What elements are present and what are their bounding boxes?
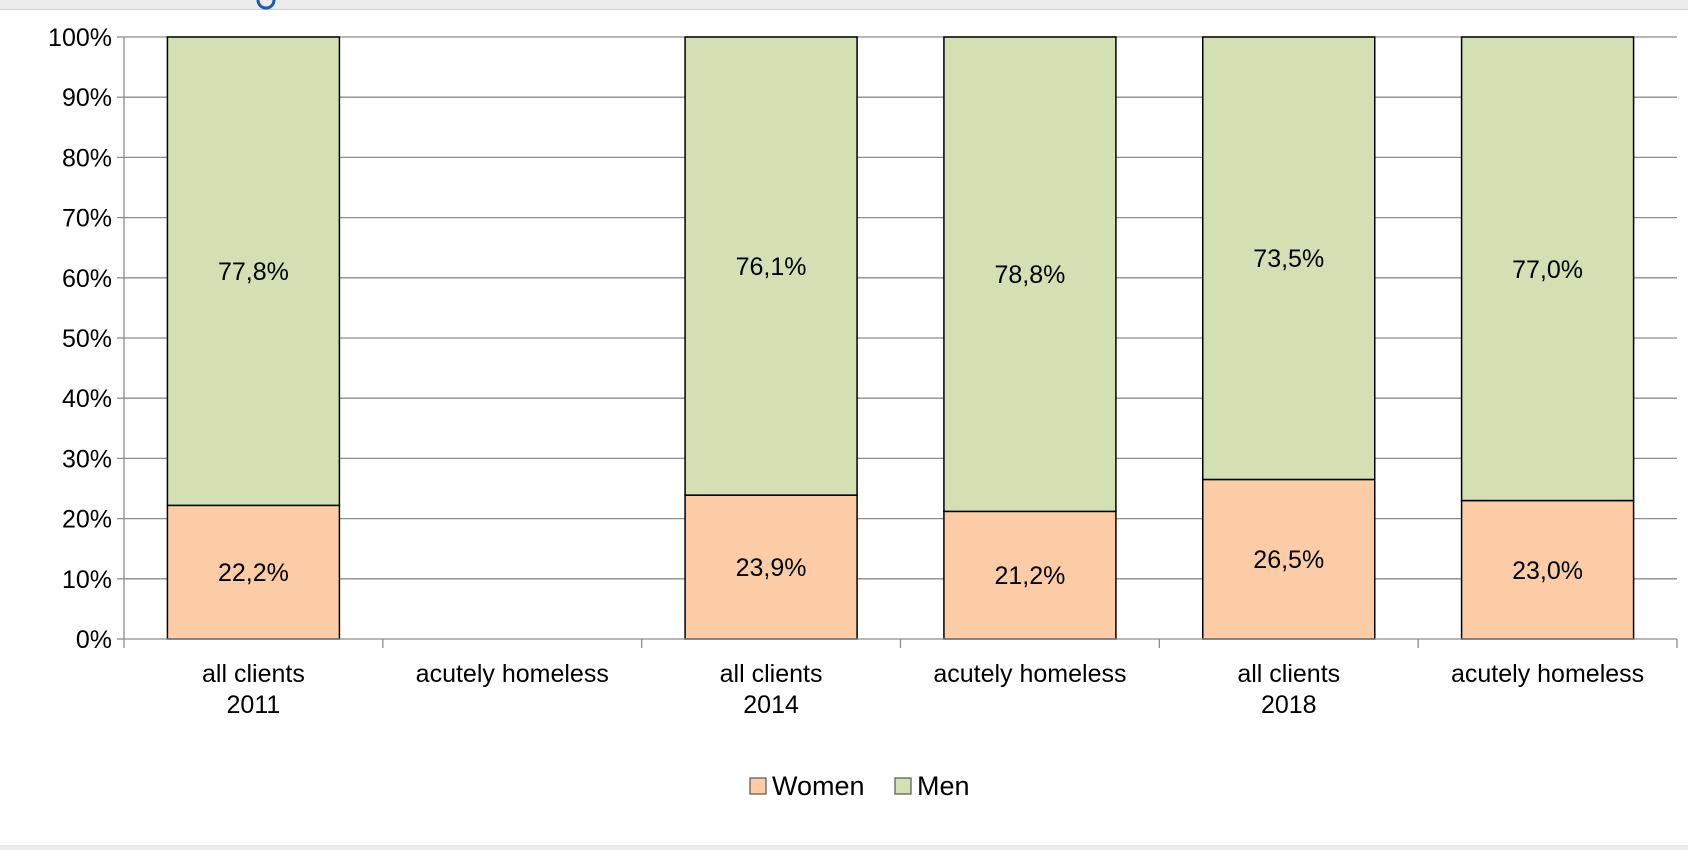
y-tick-label: 60%: [62, 265, 112, 293]
bars: [166, 36, 1635, 640]
bar-segment-men: [684, 36, 858, 496]
data-labels: 22,2% 77,8% 23,9% 76,1% 21,2% 78,8% 26,5% 73,5%…: [218, 245, 1583, 590]
y-tick-label: 30%: [62, 445, 112, 473]
stacked-bar-chart: 0% 10% 20% 30% 40% 50% 60% 70% 80% 90% 100% all cli…: [48, 24, 1678, 801]
y-tick-label: 20%: [62, 506, 112, 534]
x-category-label: all clients: [202, 660, 305, 688]
bar-segment-men: [1460, 36, 1635, 502]
data-label: 23,9%: [736, 554, 807, 582]
window-top-border: [0, 9, 1688, 10]
y-tick-label: 40%: [62, 385, 112, 413]
bar-segment-women: [1202, 478, 1376, 640]
chart-area: 0% 10% 20% 30% 40% 50% 60% 70% 80% 90% 100% all cli…: [0, 10, 1688, 845]
data-label: 22,2%: [218, 559, 289, 587]
x-category-label: acutely homeless: [933, 660, 1126, 688]
bar-segment-women: [166, 504, 341, 640]
x-category-label: acutely homeless: [1451, 660, 1644, 688]
x-category-label: 2014: [743, 691, 799, 719]
gridlines: [124, 36, 1677, 580]
x-category-label: all clients: [1237, 660, 1340, 688]
legend-swatch: [749, 777, 767, 795]
data-label: 73,5%: [1253, 245, 1324, 273]
data-label: 26,5%: [1253, 546, 1324, 574]
data-label: 77,0%: [1512, 256, 1583, 284]
data-label: 23,0%: [1512, 557, 1583, 585]
bar-segment-women: [1460, 499, 1635, 640]
y-tick-label: 0%: [76, 626, 112, 654]
data-label: 78,8%: [994, 261, 1065, 289]
legend: Women Men: [749, 771, 970, 801]
axes: 0% 10% 20% 30% 40% 50% 60% 70% 80% 90% 100% all cli…: [48, 24, 1678, 719]
y-tick-label: 70%: [62, 205, 112, 233]
y-tick-label: 50%: [62, 325, 112, 353]
data-label: 21,2%: [994, 562, 1065, 590]
bar-segment-men: [166, 36, 341, 507]
legend-swatch: [894, 777, 912, 795]
y-tick-label: 10%: [62, 566, 112, 594]
x-category-label: all clients: [720, 660, 823, 688]
y-tick-label: 100%: [48, 24, 112, 52]
x-category-label: 2018: [1261, 691, 1317, 719]
data-label: 77,8%: [218, 258, 289, 286]
legend-label: Men: [917, 771, 970, 801]
bar-segment-men: [1202, 36, 1376, 481]
y-tick-label: 80%: [62, 144, 112, 172]
legend-label: Women: [772, 771, 865, 801]
x-category-label: 2011: [227, 691, 281, 719]
bar-segment-men: [943, 36, 1117, 513]
data-label: 76,1%: [736, 253, 807, 281]
bar-segment-women: [943, 510, 1117, 640]
x-category-label: acutely homeless: [416, 660, 609, 688]
logo-icon: [256, 0, 276, 10]
y-tick-label: 90%: [62, 84, 112, 112]
